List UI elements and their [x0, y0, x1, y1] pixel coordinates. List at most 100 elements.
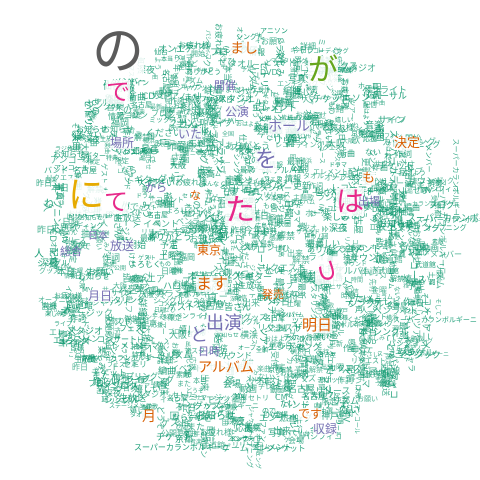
background-word: 広島 — [329, 104, 342, 111]
background-word: 応援 — [151, 322, 164, 329]
background-word: 受付 — [258, 87, 271, 94]
background-word: カップリング — [187, 411, 224, 418]
background-word: お疲れ様 — [324, 315, 349, 322]
background-word: 本当 — [359, 328, 378, 338]
background-word: 応援 — [388, 302, 401, 309]
background-word: 詳細 — [174, 142, 193, 152]
background-word: メンバー — [399, 308, 424, 315]
background-word: TV — [258, 294, 269, 303]
background-word: サイン — [136, 178, 160, 187]
background-word: ブログ — [88, 379, 112, 388]
background-word: 仙台 — [375, 256, 389, 264]
background-word: 昨日 — [187, 285, 203, 294]
cloud-word: お知らせ — [196, 411, 236, 422]
background-word: ラジオ — [296, 224, 317, 232]
cloud-word: な — [190, 189, 201, 202]
background-word: 福岡 — [179, 253, 195, 262]
background-word: サウンド — [220, 351, 252, 360]
background-word: メンバー — [274, 311, 302, 319]
background-word: 日曜 — [62, 218, 81, 228]
background-word: バンド — [295, 114, 317, 122]
background-word: よう — [152, 310, 165, 317]
background-word: 予定 — [270, 310, 283, 317]
background-word: 時間 — [351, 277, 364, 284]
background-word: アニソン — [334, 94, 370, 104]
background-word: 先行 — [396, 347, 410, 355]
background-word: カップリング — [110, 372, 158, 381]
background-word: また — [92, 372, 111, 382]
background-word: 名古屋 — [197, 302, 225, 312]
background-word: 素敵 — [176, 371, 190, 379]
background-word: 出来 — [197, 166, 213, 175]
background-word: ペンライト — [373, 307, 419, 317]
cloud-word: たい — [280, 399, 296, 408]
background-word: 深夜 — [74, 135, 87, 142]
background-word: メンバー — [123, 208, 148, 215]
background-word: フェス — [119, 324, 143, 333]
background-word: リクエスト — [317, 145, 348, 152]
background-word: ない — [288, 132, 307, 142]
background-word: 受付 — [120, 381, 134, 389]
background-word: エンディング — [62, 222, 104, 230]
background-word: コメント — [156, 196, 184, 204]
background-word: お知らせ — [79, 215, 103, 222]
background-word: 昨日 — [251, 212, 270, 222]
background-word: 土曜 — [159, 252, 178, 262]
background-word: ミックス — [230, 436, 254, 443]
background-word: 年 — [140, 350, 147, 357]
background-word: ジャケット — [266, 444, 306, 453]
background-word: CM — [257, 294, 272, 304]
background-word: 編曲 — [184, 286, 198, 294]
background-word: 解禁 — [428, 179, 442, 187]
background-word: 人 — [361, 193, 368, 201]
background-word: 最新 — [140, 234, 156, 243]
background-word: 生放送 — [100, 136, 119, 143]
background-word: 予定 — [407, 282, 426, 292]
background-word: 今年 — [318, 208, 331, 215]
background-word: アニサマ — [324, 284, 348, 291]
background-word: ペンライト — [176, 217, 216, 226]
background-word: ドラマ — [135, 342, 159, 351]
background-word: 会場 — [223, 380, 242, 390]
background-word: 横浜 — [398, 222, 411, 229]
cloud-word: ライブ — [126, 375, 150, 384]
background-word: ブログ — [182, 278, 209, 287]
background-word: もの — [159, 261, 172, 268]
background-word: 抽選 — [343, 253, 357, 261]
background-word: サイン — [102, 286, 123, 294]
background-word: 生放送 — [357, 370, 381, 379]
background-word: 年 — [346, 258, 353, 266]
background-word: 先行 — [244, 242, 258, 250]
background-word: リリース — [141, 228, 169, 236]
cloud-word: まし — [230, 41, 258, 57]
background-word: リリース — [273, 137, 309, 147]
background-word: もの — [263, 202, 277, 210]
background-word: セトリ — [248, 394, 269, 402]
background-word: ブログ — [111, 382, 139, 392]
background-word: 映画 — [169, 124, 183, 132]
background-word: 情報 — [108, 112, 124, 121]
background-word: ドラム — [220, 80, 238, 87]
background-word: 人 — [100, 219, 108, 228]
background-word: バンド — [261, 380, 283, 388]
background-word: 受付 — [280, 294, 299, 304]
background-word: ライブ — [385, 116, 406, 124]
background-word: 限定 — [273, 364, 286, 371]
background-word: テレビ — [359, 320, 380, 328]
background-word: 土曜 — [287, 300, 301, 308]
cloud-word: スーパーカランボルギーニ — [134, 443, 230, 452]
background-word: 楽しみ — [367, 335, 386, 342]
background-word: リハーサル — [355, 196, 385, 203]
background-word: ありがとう — [147, 233, 193, 243]
background-word: 最高 — [187, 96, 201, 104]
background-word: リズム — [167, 351, 191, 360]
cloud-word: お疲れ様 — [178, 41, 210, 50]
background-word: 生放送 — [74, 355, 98, 364]
background-word: バンド — [44, 166, 69, 175]
background-word: アニメ — [302, 269, 320, 276]
background-word: 開始 — [191, 50, 205, 58]
background-word: お願い — [408, 249, 429, 257]
background-word: たい — [240, 152, 254, 160]
background-word: ピアノ — [262, 181, 289, 191]
background-word: オンエア — [372, 214, 397, 221]
